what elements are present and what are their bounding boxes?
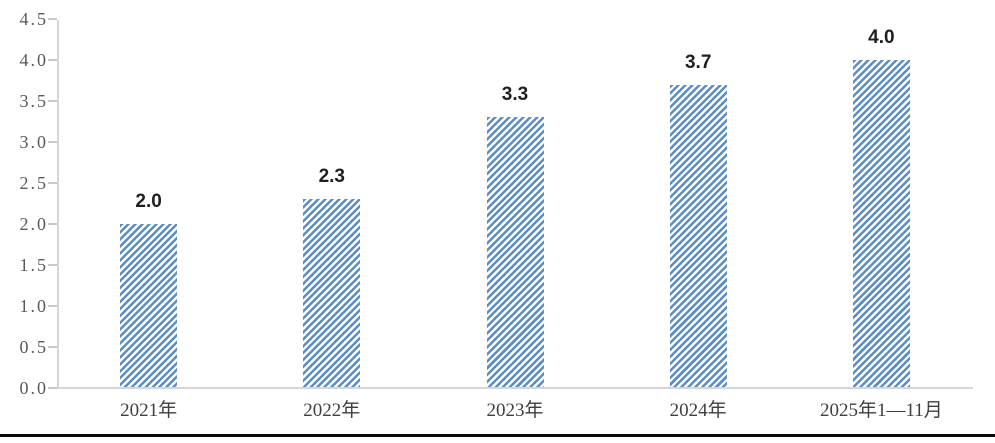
x-axis-line [57, 387, 973, 389]
y-axis-tick-label: 4.5 [19, 9, 48, 29]
bar [669, 84, 727, 387]
y-axis-line [57, 20, 59, 389]
y-axis-tick-mark [48, 223, 57, 225]
x-axis-tick-label: 2024年 [669, 400, 727, 421]
bar [852, 60, 910, 387]
bar [303, 199, 361, 387]
y-axis-tick-label: 2.0 [19, 214, 48, 234]
bottom-border-line [0, 434, 995, 437]
data-label: 4.0 [868, 27, 895, 48]
y-axis-tick-label: 3.5 [19, 91, 48, 111]
x-axis-tick-label: 2025年1—11月 [819, 400, 943, 421]
data-label: 2.3 [318, 166, 345, 188]
y-axis-tick-mark [48, 305, 57, 307]
y-axis-tick-label: 1.5 [19, 255, 48, 275]
y-axis-tick-mark [48, 387, 57, 389]
y-axis-tick-mark [48, 59, 57, 61]
y-axis-tick-mark [48, 346, 57, 348]
data-label: 3.3 [501, 84, 529, 106]
x-axis-tick-label: 2023年 [486, 400, 544, 421]
bar [486, 117, 544, 387]
y-axis-tick-mark [48, 100, 57, 102]
data-label: 3.7 [684, 51, 712, 73]
y-axis-tick-mark [48, 182, 57, 184]
x-axis-tick-label: 2021年 [120, 400, 178, 421]
y-axis-tick-mark [48, 18, 57, 20]
y-axis-tick-label: 2.5 [19, 173, 48, 193]
y-axis-tick-mark [48, 141, 57, 143]
data-label: 2.0 [135, 191, 162, 212]
y-axis-tick-label: 0.5 [19, 337, 48, 357]
bar [120, 224, 178, 387]
y-axis-tick-label: 1.0 [19, 296, 48, 316]
y-axis-tick-label: 0.0 [19, 378, 48, 398]
x-axis-tick-label: 2022年 [303, 400, 361, 421]
y-axis-tick-label: 3.0 [19, 132, 48, 152]
y-axis-tick-mark [48, 264, 57, 266]
y-axis-tick-label: 4.0 [19, 50, 48, 70]
